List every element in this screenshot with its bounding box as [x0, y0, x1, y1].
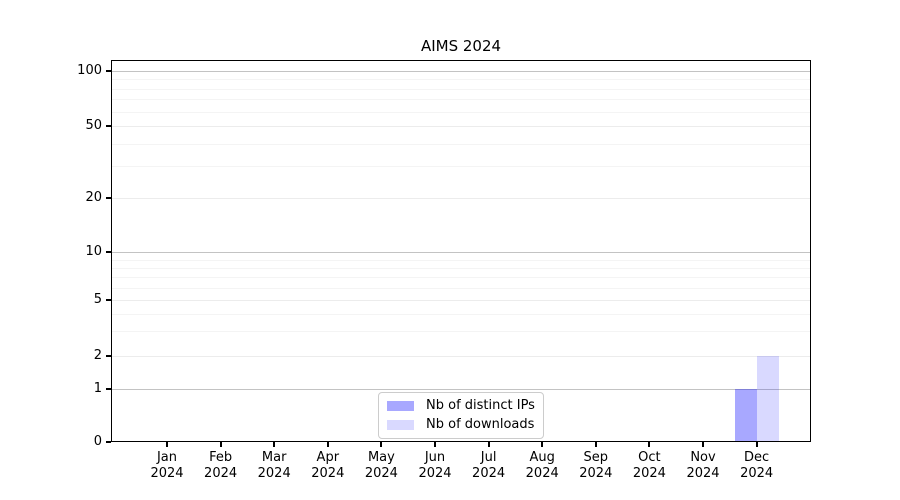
- x-tick-mark-may: [380, 442, 383, 447]
- gridline-y-100: [111, 71, 811, 72]
- x-tick-label-nov: Nov 2024: [663, 450, 743, 481]
- x-tick-mark-oct: [648, 442, 651, 447]
- y-tick-mark-0: [106, 441, 111, 443]
- bar-nb-of-downloads-dec: [756, 356, 779, 442]
- x-tick-year: 2024: [257, 465, 291, 481]
- x-tick-month: Apr: [316, 450, 340, 465]
- x-tick-year: 2024: [632, 465, 666, 481]
- x-tick-label-sep: Sep 2024: [556, 450, 636, 481]
- x-tick-year: 2024: [472, 465, 506, 481]
- y-tick-mark-1: [106, 388, 111, 391]
- y-tick-label-2: 2: [93, 348, 102, 363]
- x-tick-mark-aug: [541, 442, 544, 447]
- x-tick-mark-feb: [219, 442, 222, 447]
- x-tick-mark-apr: [326, 442, 329, 447]
- x-tick-label-dec: Dec 2024: [717, 450, 797, 481]
- x-tick-label-jan: Jan 2024: [127, 450, 207, 481]
- x-tick-year: 2024: [740, 465, 774, 481]
- y-tick-mark-50: [106, 125, 111, 127]
- legend-item-nb-of-downloads: Nb of downloads: [387, 417, 535, 433]
- x-tick-mark-dec: [755, 442, 758, 447]
- gridline-y-1: [111, 389, 811, 391]
- y-tick-label-50: 50: [85, 118, 102, 133]
- gridline-y-50: [111, 126, 811, 127]
- gridline-y-20: [111, 198, 811, 200]
- x-tick-mark-nov: [702, 442, 704, 447]
- x-tick-month: Aug: [529, 450, 555, 465]
- x-tick-label-mar: Mar 2024: [234, 450, 314, 481]
- x-tick-month: Jan: [156, 450, 178, 465]
- x-tick-year: 2024: [525, 465, 559, 481]
- x-tick-year: 2024: [364, 465, 398, 481]
- legend-swatch-nb-of-distinct-ips: [387, 401, 414, 411]
- legend-label-nb-of-downloads: Nb of downloads: [426, 417, 535, 432]
- x-tick-label-jun: Jun 2024: [395, 450, 475, 481]
- x-tick-month: Dec: [744, 450, 770, 465]
- minor-gridline-y-3: [111, 331, 811, 333]
- y-tick-label-10: 10: [85, 244, 102, 260]
- x-tick-label-feb: Feb 2024: [181, 450, 261, 481]
- minor-gridline-y-30: [111, 166, 811, 168]
- x-tick-year: 2024: [311, 465, 345, 481]
- plot-spine-bottom: [111, 441, 811, 442]
- x-tick-month: Oct: [638, 450, 661, 465]
- x-tick-year: 2024: [418, 465, 452, 481]
- minor-gridline-y-40: [111, 143, 811, 145]
- x-tick-year: 2024: [204, 465, 238, 481]
- minor-gridline-y-4: [111, 313, 811, 315]
- y-tick-mark-2: [106, 355, 111, 357]
- minor-gridline-y-70: [111, 99, 811, 101]
- x-tick-year: 2024: [686, 465, 720, 481]
- minor-gridline-y-6: [111, 287, 811, 289]
- x-tick-month: Jun: [424, 450, 446, 465]
- plot-spine-left: [111, 60, 112, 442]
- x-tick-mark-jun: [434, 442, 436, 447]
- x-tick-year: 2024: [150, 465, 184, 481]
- minor-gridline-y-8: [111, 267, 811, 269]
- minor-gridline-y-80: [111, 88, 811, 90]
- y-tick-label-20: 20: [85, 190, 102, 206]
- x-tick-mark-mar: [273, 442, 276, 447]
- x-tick-mark-sep: [594, 442, 597, 447]
- x-tick-month: Mar: [261, 450, 287, 465]
- y-tick-label-0: 0: [93, 434, 102, 449]
- y-tick-label-100: 100: [77, 63, 102, 78]
- plot-area: Nb of distinct IPs Nb of downloads: [111, 60, 811, 442]
- minor-gridline-y-60: [111, 111, 811, 113]
- plot-spine-top: [111, 60, 811, 61]
- x-tick-label-aug: Aug 2024: [502, 450, 582, 481]
- minor-gridline-y-7: [111, 276, 811, 278]
- x-tick-label-may: May 2024: [341, 450, 421, 481]
- x-tick-month: May: [367, 450, 395, 465]
- x-tick-label-apr: Apr 2024: [288, 450, 368, 481]
- legend-item-nb-of-distinct-ips: Nb of distinct IPs: [387, 398, 535, 414]
- y-tick-mark-20: [106, 197, 111, 200]
- x-tick-year: 2024: [579, 465, 613, 481]
- y-tick-mark-10: [106, 251, 111, 254]
- y-tick-label-5: 5: [93, 292, 102, 307]
- legend: Nb of distinct IPs Nb of downloads: [378, 392, 544, 439]
- y-tick-label-1: 1: [93, 381, 102, 397]
- minor-gridline-y-90: [111, 79, 811, 81]
- chart-title: AIMS 2024: [420, 37, 502, 55]
- gridline-y-5: [111, 300, 811, 301]
- x-tick-month: Feb: [209, 450, 233, 465]
- x-tick-label-oct: Oct 2024: [609, 450, 689, 481]
- legend-label-nb-of-distinct-ips: Nb of distinct IPs: [426, 398, 535, 413]
- bar-nb-of-distinct-ips-dec: [734, 389, 757, 442]
- x-tick-month: Nov: [690, 450, 716, 465]
- x-tick-month: Sep: [583, 450, 609, 465]
- y-tick-mark-100: [106, 70, 111, 72]
- x-tick-label-jul: Jul 2024: [449, 450, 529, 481]
- plot-spine-right: [810, 60, 811, 442]
- x-tick-mark-jul: [487, 442, 490, 447]
- legend-swatch-nb-of-downloads: [387, 420, 414, 430]
- y-tick-mark-5: [106, 299, 111, 301]
- x-tick-month: Jul: [480, 450, 497, 465]
- minor-gridline-y-9: [111, 259, 811, 261]
- gridline-y-2: [111, 356, 811, 357]
- x-tick-mark-jan: [166, 442, 168, 447]
- gridline-y-10: [111, 252, 811, 254]
